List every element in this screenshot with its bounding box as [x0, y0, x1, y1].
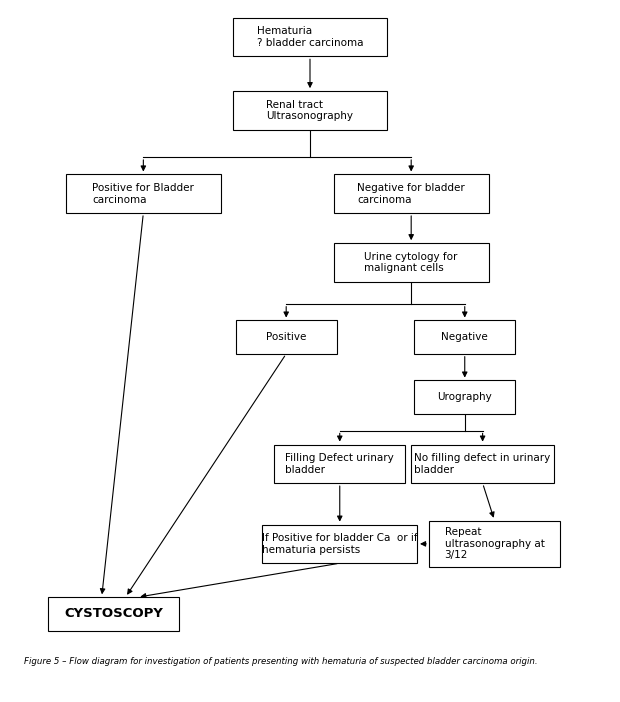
FancyBboxPatch shape: [334, 174, 489, 213]
Text: If Positive for bladder Ca  or if
hematuria persists: If Positive for bladder Ca or if hematur…: [262, 533, 418, 555]
FancyBboxPatch shape: [48, 597, 179, 630]
Text: CYSTOSCOPY: CYSTOSCOPY: [64, 607, 163, 621]
Text: Repeat
ultrasonography at
3/12: Repeat ultrasonography at 3/12: [445, 527, 544, 560]
Text: Negative for bladder
carcinoma: Negative for bladder carcinoma: [357, 183, 465, 204]
FancyBboxPatch shape: [414, 320, 515, 354]
Text: Renal tract
Ultrasonography: Renal tract Ultrasonography: [267, 100, 353, 121]
Text: Positive: Positive: [266, 332, 306, 342]
FancyBboxPatch shape: [411, 444, 554, 483]
Text: Hematuria
? bladder carcinoma: Hematuria ? bladder carcinoma: [257, 26, 363, 48]
FancyBboxPatch shape: [414, 380, 515, 413]
FancyBboxPatch shape: [274, 444, 405, 483]
Text: Figure 5 – Flow diagram for investigation of patients presenting with hematuria : Figure 5 – Flow diagram for investigatio…: [24, 657, 538, 666]
Text: Filling Defect urinary
bladder: Filling Defect urinary bladder: [285, 453, 394, 475]
Text: No filling defect in urinary
bladder: No filling defect in urinary bladder: [415, 453, 551, 475]
Text: Negative: Negative: [441, 332, 488, 342]
Text: Positive for Bladder
carcinoma: Positive for Bladder carcinoma: [92, 183, 194, 204]
FancyBboxPatch shape: [429, 520, 560, 567]
FancyBboxPatch shape: [236, 320, 337, 354]
FancyBboxPatch shape: [232, 91, 388, 130]
FancyBboxPatch shape: [262, 524, 417, 563]
Text: Urine cytology for
malignant cells: Urine cytology for malignant cells: [365, 251, 458, 273]
FancyBboxPatch shape: [334, 243, 489, 282]
Text: Urography: Urography: [437, 392, 492, 402]
FancyBboxPatch shape: [66, 174, 221, 213]
FancyBboxPatch shape: [232, 18, 388, 56]
